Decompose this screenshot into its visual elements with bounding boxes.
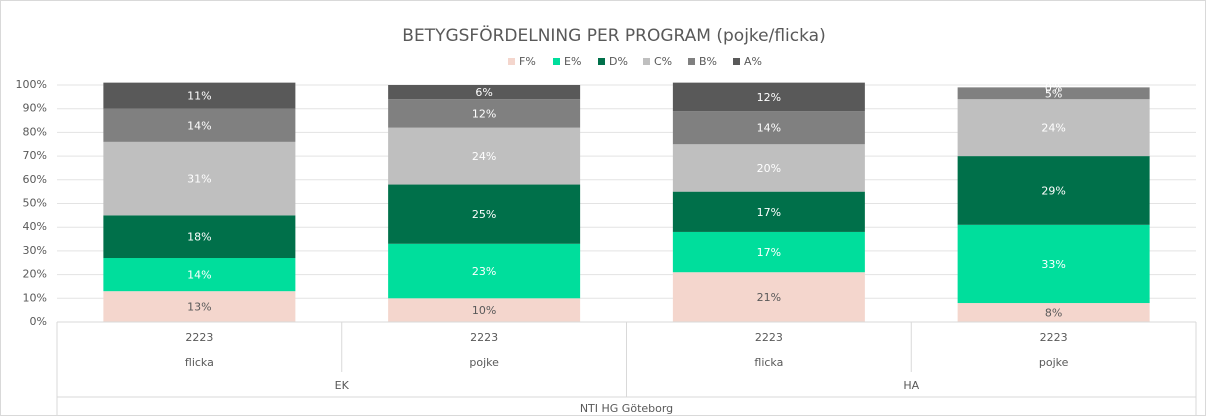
y-tick-label: 40% — [23, 220, 47, 233]
y-tick-label: 90% — [23, 102, 47, 115]
bar-segment — [957, 99, 1150, 157]
x-program-label: EK — [335, 379, 350, 392]
data-label: 0% — [1045, 81, 1062, 94]
bar-segment — [103, 258, 296, 292]
bar-segment — [672, 144, 865, 192]
bar-segment — [388, 184, 581, 244]
data-label: 17% — [757, 206, 781, 219]
x-tick-label: 2223 — [470, 331, 498, 344]
bar-segment — [672, 82, 865, 112]
data-label: 33% — [1041, 258, 1065, 271]
bar-segment — [672, 272, 865, 322]
y-tick-label: 100% — [16, 78, 47, 91]
y-tick-label: 0% — [30, 315, 47, 328]
data-label: 11% — [187, 90, 211, 103]
data-label: 5% — [1045, 87, 1062, 100]
x-school-label: NTI HG Göteborg — [580, 402, 673, 415]
data-label: 6% — [475, 86, 492, 99]
x-group-label: flicka — [185, 356, 214, 369]
legend-label: B% — [699, 55, 717, 68]
x-tick-label: 2223 — [185, 331, 213, 344]
x-tick-label: 2223 — [1040, 331, 1068, 344]
data-label: 31% — [187, 173, 211, 186]
bar-segment — [103, 108, 296, 142]
data-label: 12% — [757, 91, 781, 104]
bar-segment — [957, 224, 1150, 304]
bar-segment — [957, 87, 1150, 100]
data-label: 25% — [472, 208, 496, 221]
y-tick-label: 70% — [23, 149, 47, 162]
data-label: 14% — [187, 269, 211, 282]
data-label: 10% — [472, 304, 496, 317]
data-label: 8% — [1045, 307, 1062, 320]
legend-label: E% — [564, 55, 581, 68]
bar-segment — [957, 156, 1150, 225]
bar-segment — [103, 215, 296, 259]
y-tick-label: 80% — [23, 125, 47, 138]
legend-label: A% — [744, 55, 762, 68]
bar-segment — [388, 243, 581, 299]
legend-swatch — [553, 58, 560, 65]
y-tick-label: 50% — [23, 197, 47, 210]
data-label: 14% — [187, 119, 211, 132]
legend-swatch — [508, 58, 515, 65]
bar-segment — [388, 298, 581, 322]
bar-segment — [957, 303, 1150, 322]
legend-label: C% — [654, 55, 672, 68]
data-label: 13% — [187, 301, 211, 314]
data-label: 20% — [757, 162, 781, 175]
data-label: 21% — [757, 291, 781, 304]
data-label: 14% — [757, 122, 781, 135]
legend-label: F% — [519, 55, 536, 68]
legend-swatch — [733, 58, 740, 65]
data-label: 24% — [1041, 122, 1065, 135]
bar-segment — [388, 127, 581, 185]
legend-swatch — [643, 58, 650, 65]
y-tick-label: 10% — [23, 291, 47, 304]
bar-segment — [103, 141, 296, 216]
bar-segment — [103, 82, 296, 109]
chart-title: BETYGSFÖRDELNING PER PROGRAM (pojke/flic… — [402, 24, 825, 46]
data-label: 23% — [472, 265, 496, 278]
bar-segment — [103, 291, 296, 322]
y-tick-label: 60% — [23, 173, 47, 186]
bar-segment — [388, 99, 581, 128]
x-group-label: flicka — [754, 356, 783, 369]
data-label: 17% — [757, 246, 781, 259]
legend-label: D% — [609, 55, 628, 68]
data-label: 29% — [1041, 184, 1065, 197]
bar-segment — [672, 111, 865, 145]
x-group-label: pojke — [469, 356, 499, 369]
data-label: 12% — [472, 107, 496, 120]
y-tick-label: 30% — [23, 244, 47, 257]
x-group-label: pojke — [1039, 356, 1069, 369]
x-tick-label: 2223 — [755, 331, 783, 344]
x-program-label: HA — [903, 379, 919, 392]
legend-swatch — [598, 58, 605, 65]
bar-segment — [388, 85, 581, 100]
data-label: 24% — [472, 150, 496, 163]
bar-segment — [672, 191, 865, 232]
bar-segment — [672, 231, 865, 273]
data-label: 18% — [187, 231, 211, 244]
y-tick-label: 20% — [23, 268, 47, 281]
legend-swatch — [688, 58, 695, 65]
